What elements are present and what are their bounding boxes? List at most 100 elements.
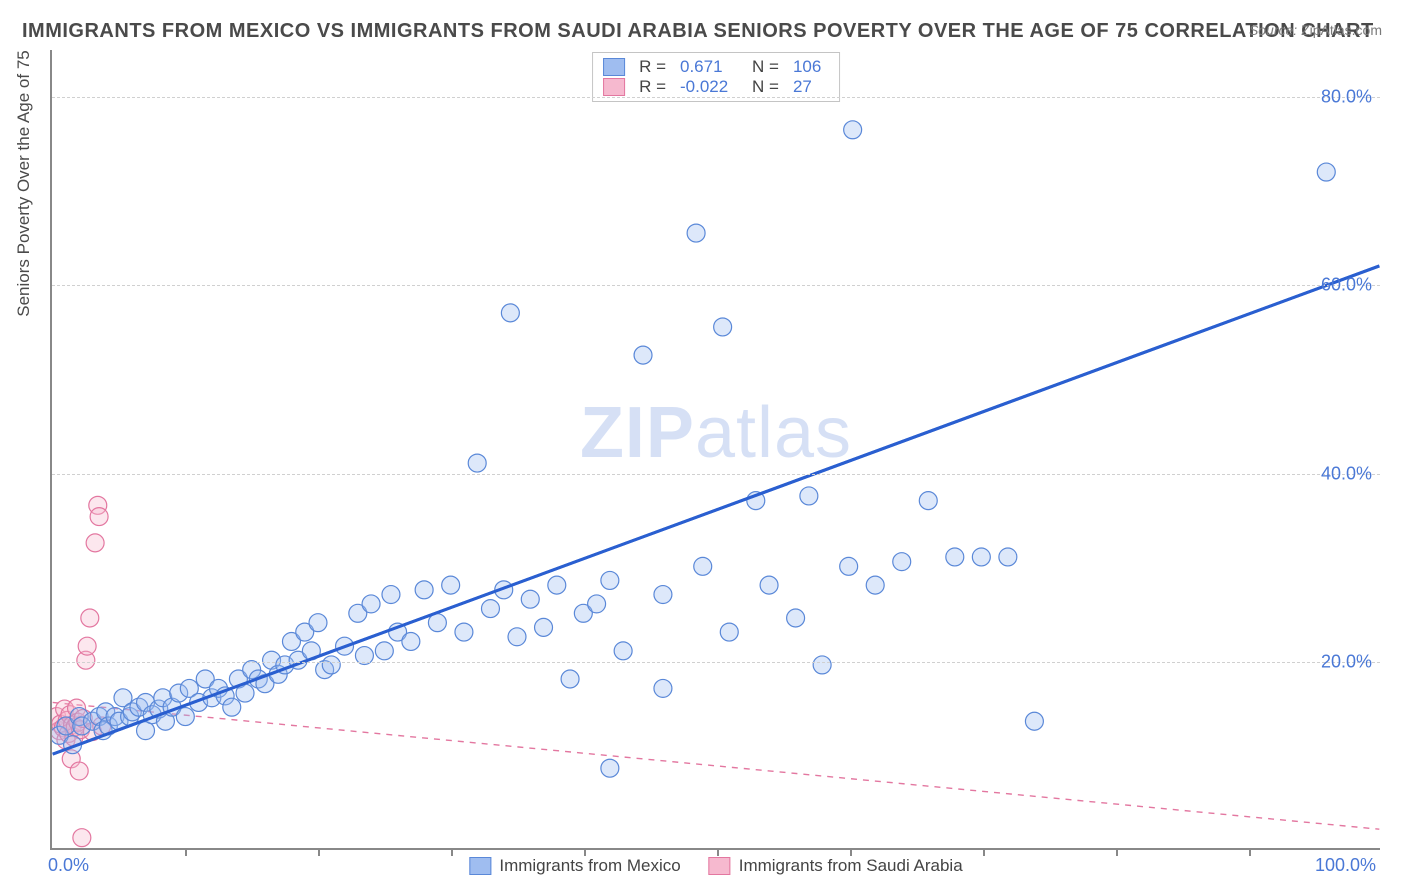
data-point-saudi	[52, 722, 68, 740]
data-point-mexico	[787, 609, 805, 627]
data-point-mexico	[64, 736, 82, 754]
data-point-mexico	[276, 656, 294, 674]
data-point-mexico	[114, 689, 132, 707]
data-point-mexico	[322, 656, 340, 674]
data-point-mexico	[760, 576, 778, 594]
data-point-mexico	[455, 623, 473, 641]
n-value-saudi: 27	[793, 77, 829, 97]
data-point-mexico	[282, 632, 300, 650]
x-tick	[1116, 848, 1118, 856]
x-tick	[717, 848, 719, 856]
data-point-mexico	[382, 586, 400, 604]
legend-item-mexico: Immigrants from Mexico	[469, 856, 680, 876]
legend-swatch-saudi	[709, 857, 731, 875]
data-point-mexico	[216, 687, 234, 705]
swatch-saudi	[603, 78, 625, 96]
data-point-saudi	[90, 508, 108, 526]
data-point-saudi	[93, 717, 111, 735]
data-point-mexico	[90, 708, 108, 726]
data-point-mexico	[561, 670, 579, 688]
data-point-mexico	[866, 576, 884, 594]
data-point-mexico	[389, 623, 407, 641]
n-value-mexico: 106	[793, 57, 829, 77]
data-point-mexico	[289, 651, 307, 669]
data-point-mexico	[349, 604, 367, 622]
data-point-mexico	[137, 694, 155, 712]
data-point-mexico	[52, 726, 68, 744]
watermark-text: ZIPatlas	[580, 392, 852, 474]
data-point-mexico	[123, 703, 141, 721]
x-axis-max-label: 100.0%	[1315, 855, 1376, 876]
data-point-mexico	[588, 595, 606, 613]
data-point-mexico	[70, 708, 88, 726]
data-point-saudi	[81, 609, 99, 627]
data-point-mexico	[614, 642, 632, 660]
data-point-saudi	[72, 721, 90, 739]
data-point-mexico	[375, 642, 393, 660]
data-point-mexico	[999, 548, 1017, 566]
data-point-mexico	[106, 708, 124, 726]
data-point-mexico	[73, 717, 91, 735]
data-point-mexico	[548, 576, 566, 594]
data-point-mexico	[296, 623, 314, 641]
data-point-mexico	[243, 661, 261, 679]
gridline-h	[52, 474, 1380, 475]
chart-title: IMMIGRANTS FROM MEXICO VS IMMIGRANTS FRO…	[22, 20, 1374, 43]
data-point-mexico	[143, 706, 161, 724]
data-point-saudi	[58, 711, 76, 729]
data-point-saudi	[66, 718, 84, 736]
stats-row-mexico: R = 0.671 N = 106	[603, 57, 829, 77]
gridline-h	[52, 285, 1380, 286]
data-point-mexico	[720, 623, 738, 641]
x-tick	[584, 848, 586, 856]
data-point-mexico	[362, 595, 380, 613]
data-point-saudi	[52, 715, 70, 733]
data-point-mexico	[176, 708, 194, 726]
data-point-mexico	[336, 637, 354, 655]
r-value-mexico: 0.671	[680, 57, 738, 77]
x-tick	[1249, 848, 1251, 856]
data-point-mexico	[654, 679, 672, 697]
data-point-saudi	[54, 719, 72, 737]
data-point-mexico	[919, 492, 937, 510]
data-point-mexico	[309, 614, 327, 632]
data-point-mexico	[521, 590, 539, 608]
data-point-mexico	[601, 759, 619, 777]
stats-legend: R = 0.671 N = 106 R = -0.022 N = 27	[592, 52, 840, 102]
data-point-mexico	[1025, 712, 1043, 730]
data-point-saudi	[64, 716, 82, 734]
data-point-saudi	[62, 750, 80, 768]
data-point-saudi	[70, 762, 88, 780]
data-point-saudi	[74, 709, 92, 727]
data-point-mexico	[94, 722, 112, 740]
data-point-saudi	[61, 706, 79, 724]
data-point-mexico	[130, 698, 148, 716]
x-tick	[983, 848, 985, 856]
data-point-saudi	[73, 829, 91, 847]
data-point-mexico	[654, 586, 672, 604]
data-point-mexico	[972, 548, 990, 566]
data-point-mexico	[535, 618, 553, 636]
data-point-mexico	[180, 679, 198, 697]
data-point-saudi	[86, 534, 104, 552]
data-point-saudi	[52, 708, 66, 726]
data-point-saudi	[56, 700, 74, 718]
trend-line-saudi	[53, 702, 1380, 829]
gridline-h	[52, 662, 1380, 663]
data-point-mexico	[236, 684, 254, 702]
data-point-mexico	[601, 571, 619, 589]
data-point-mexico	[687, 224, 705, 242]
x-axis-min-label: 0.0%	[48, 855, 89, 876]
data-point-mexico	[813, 656, 831, 674]
data-point-mexico	[99, 717, 117, 735]
data-point-mexico	[508, 628, 526, 646]
data-point-mexico	[150, 700, 168, 718]
data-point-saudi	[83, 723, 101, 741]
data-point-mexico	[203, 689, 221, 707]
y-tick-label: 80.0%	[1321, 87, 1372, 108]
data-point-mexico	[844, 121, 862, 139]
data-point-mexico	[256, 675, 274, 693]
data-point-mexico	[229, 670, 247, 688]
plot-area: ZIPatlas R = 0.671 N = 106 R = -0.022 N …	[50, 50, 1380, 850]
data-point-mexico	[634, 346, 652, 364]
